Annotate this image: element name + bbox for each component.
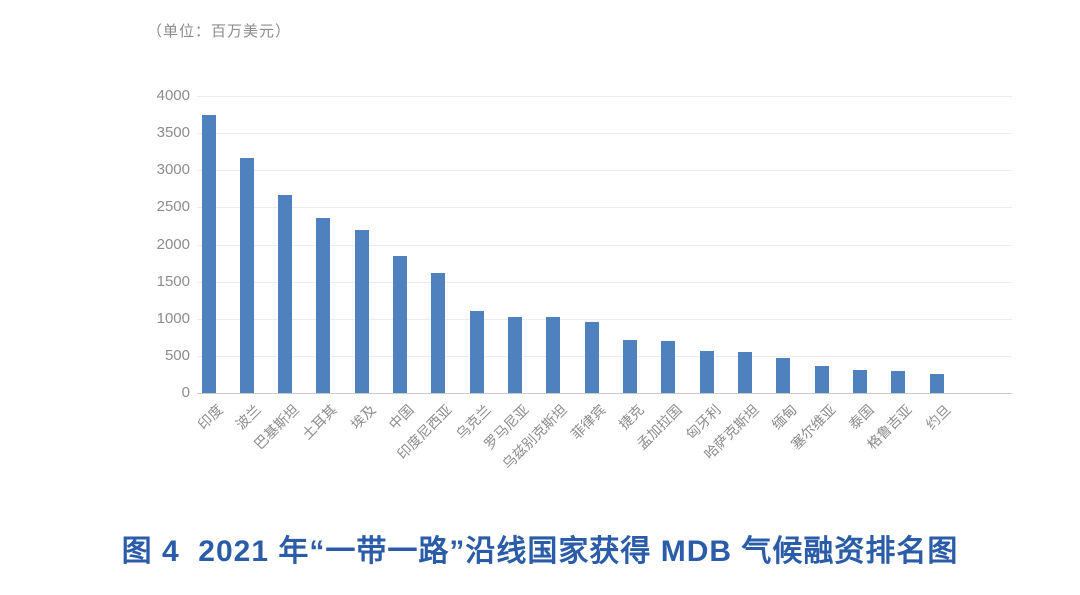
y-axis-label: 1500 xyxy=(156,272,190,290)
x-axis-label: 罗马尼亚 xyxy=(480,401,532,453)
x-axis-label: 乌克兰 xyxy=(452,401,494,443)
bar xyxy=(584,321,599,393)
y-axis: 0 500 1000 1500 2000 2500 3000 3500 4000 xyxy=(130,87,190,401)
x-axis-label: 缅甸 xyxy=(769,401,801,433)
bar xyxy=(814,365,829,393)
y-axis-label: 2000 xyxy=(156,235,190,253)
bar xyxy=(929,373,944,393)
x-axis-label: 中国 xyxy=(385,401,417,433)
bar xyxy=(661,341,676,393)
y-axis-label: 500 xyxy=(164,346,190,364)
bar xyxy=(853,369,868,393)
bar xyxy=(469,310,484,393)
bar xyxy=(776,358,791,393)
y-axis-label: 3000 xyxy=(156,161,190,179)
y-axis-label: 0 xyxy=(181,384,190,401)
bar xyxy=(316,217,331,393)
unit-label: （单位：百万美元） xyxy=(147,23,292,40)
gridline xyxy=(197,318,1012,320)
bar xyxy=(201,115,216,393)
bar xyxy=(699,350,714,393)
x-axis-label: 巴基斯坦 xyxy=(250,401,302,453)
bar xyxy=(354,229,369,393)
x-axis-label: 印度 xyxy=(194,401,226,433)
gridline xyxy=(197,207,1012,209)
gridline xyxy=(197,96,1012,97)
x-axis-label: 土耳其 xyxy=(299,401,341,443)
y-axis-label: 1000 xyxy=(156,309,190,327)
x-axis-label: 埃及 xyxy=(347,401,379,433)
y-axis-label: 4000 xyxy=(156,87,190,104)
figure-caption: 图 4 2021 年“一带一路”沿线国家获得 MDB 气候融资排名图 xyxy=(121,535,959,568)
bar xyxy=(239,158,254,393)
gridline xyxy=(197,244,1012,246)
bar xyxy=(546,317,561,393)
bar xyxy=(623,340,638,393)
x-axis-label: 乌兹别克斯坦 xyxy=(499,401,571,473)
x-axis-label: 匈牙利 xyxy=(682,401,724,443)
x-axis-label: 印度尼西亚 xyxy=(394,401,456,463)
bar xyxy=(393,255,408,393)
x-axis-label: 孟加拉国 xyxy=(634,401,686,453)
y-axis-label: 3500 xyxy=(156,124,190,142)
gridline xyxy=(197,281,1012,283)
y-axis-label: 2500 xyxy=(156,198,190,216)
x-axis-label: 捷克 xyxy=(615,401,647,433)
bar xyxy=(738,352,753,393)
x-axis-label: 约旦 xyxy=(922,401,954,433)
x-axis-label: 菲律宾 xyxy=(567,401,609,443)
x-axis-label: 波兰 xyxy=(232,401,264,433)
x-axis-label: 塞尔维亚 xyxy=(787,401,839,453)
bar xyxy=(278,194,293,393)
bar xyxy=(431,272,446,393)
bar xyxy=(891,370,906,393)
x-axis-line xyxy=(197,393,1012,394)
gridline xyxy=(197,170,1012,172)
plot-area xyxy=(197,96,1012,394)
x-axis-label: 泰国 xyxy=(845,401,877,433)
x-axis-label: 格鲁吉亚 xyxy=(864,401,916,453)
gridline xyxy=(197,355,1012,357)
bar xyxy=(508,317,523,393)
x-axis-label: 哈萨克斯坦 xyxy=(701,401,762,463)
gridline xyxy=(197,133,1012,135)
